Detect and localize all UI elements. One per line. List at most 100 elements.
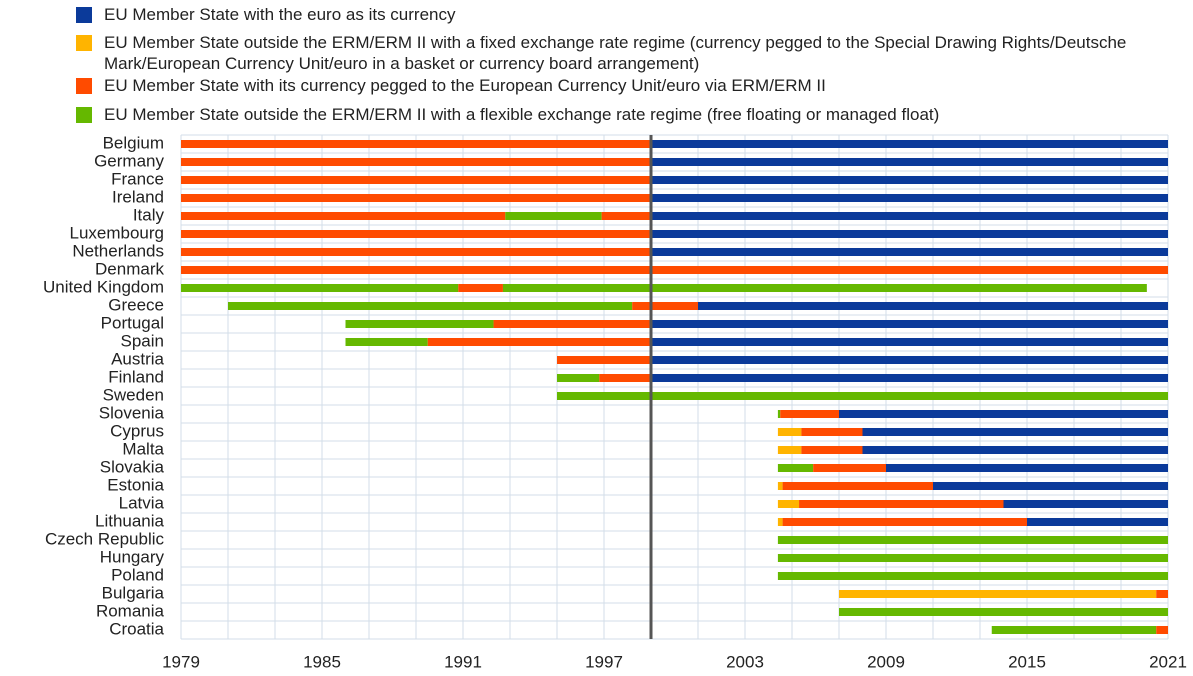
segment [777,536,1168,544]
segment [181,158,651,166]
segment [651,176,1168,184]
segment [601,212,651,220]
x-tick-label: 1985 [303,652,341,671]
legend-label: EU Member State with the euro as its cur… [104,5,456,24]
segment [651,248,1168,256]
x-tick-label: 1991 [444,652,482,671]
segment [505,212,602,220]
segment [777,464,814,472]
segment [777,482,783,490]
segment [181,248,651,256]
segment [777,554,1168,562]
category-label: Romania [96,601,165,620]
legend-swatch [76,35,92,51]
segment [777,428,802,436]
x-tick-label: 2009 [867,652,905,671]
segment [181,284,459,292]
segment [1003,500,1168,508]
category-label: Spain [121,331,164,350]
segment [777,500,800,508]
segment [502,284,1147,292]
segment [813,464,886,472]
segment [801,446,863,454]
segment [181,140,651,148]
legend-swatch [76,78,92,94]
category-label: Germany [94,151,164,170]
segment [780,410,839,418]
segment [1156,626,1168,634]
segment [839,410,1168,418]
segment [557,356,651,364]
segment [228,302,633,310]
segment [458,284,503,292]
segment [651,140,1168,148]
segment [777,572,1168,580]
category-label: Greece [108,295,164,314]
legend-label: EU Member State outside the ERM/ERM II w… [104,105,940,124]
category-label: Austria [111,349,164,368]
category-label: Netherlands [72,241,164,260]
segment [345,320,494,328]
category-label: Bulgaria [102,583,165,602]
category-label: Slovakia [100,457,165,476]
category-label: Ireland [112,187,164,206]
segment [862,446,1168,454]
segment [651,212,1168,220]
segment [1156,590,1168,598]
x-tick-label: 2021 [1149,652,1187,671]
segment [651,158,1168,166]
legend-label: EU Member State outside the ERM/ERM II w… [104,33,1127,73]
x-tick-label: 2015 [1008,652,1046,671]
category-label: Denmark [95,259,164,278]
segment [991,626,1157,634]
segment [557,392,1168,400]
category-label: Poland [111,565,164,584]
category-label: Sweden [103,385,164,404]
segment [651,230,1168,238]
category-label: Estonia [107,475,164,494]
x-tick-label: 2003 [726,652,764,671]
segment [777,410,781,418]
category-label: Croatia [109,619,164,638]
segment [651,338,1168,346]
category-label: Portugal [101,313,164,332]
category-label: Slovenia [99,403,165,422]
segment [181,176,651,184]
segment [427,338,651,346]
segment [777,518,783,526]
segment [651,356,1168,364]
segment [777,446,802,454]
segment [839,608,1168,616]
segment [782,482,933,490]
segment [181,266,1168,274]
segment [933,482,1168,490]
segment [1027,518,1168,526]
segment [557,374,600,382]
category-label: Malta [122,439,164,458]
x-tick-label: 1979 [162,652,200,671]
category-label: France [111,169,164,188]
segment [181,212,506,220]
segment [801,428,863,436]
segment [632,302,698,310]
category-label: Hungary [100,547,165,566]
segment [698,302,1168,310]
segment [862,428,1168,436]
x-tick-label: 1997 [585,652,623,671]
category-label: Finland [108,367,164,386]
category-label: Czech Republic [45,529,165,548]
legend-label: EU Member State with its currency pegged… [104,76,826,95]
category-label: United Kingdom [43,277,164,296]
segment [181,230,651,238]
segment [839,590,1157,598]
legend-swatch [76,7,92,23]
category-label: Cyprus [110,421,164,440]
category-label: Latvia [119,493,165,512]
segment [651,320,1168,328]
segment [651,374,1168,382]
segment [782,518,1027,526]
category-label: Belgium [103,133,164,152]
segment [599,374,651,382]
